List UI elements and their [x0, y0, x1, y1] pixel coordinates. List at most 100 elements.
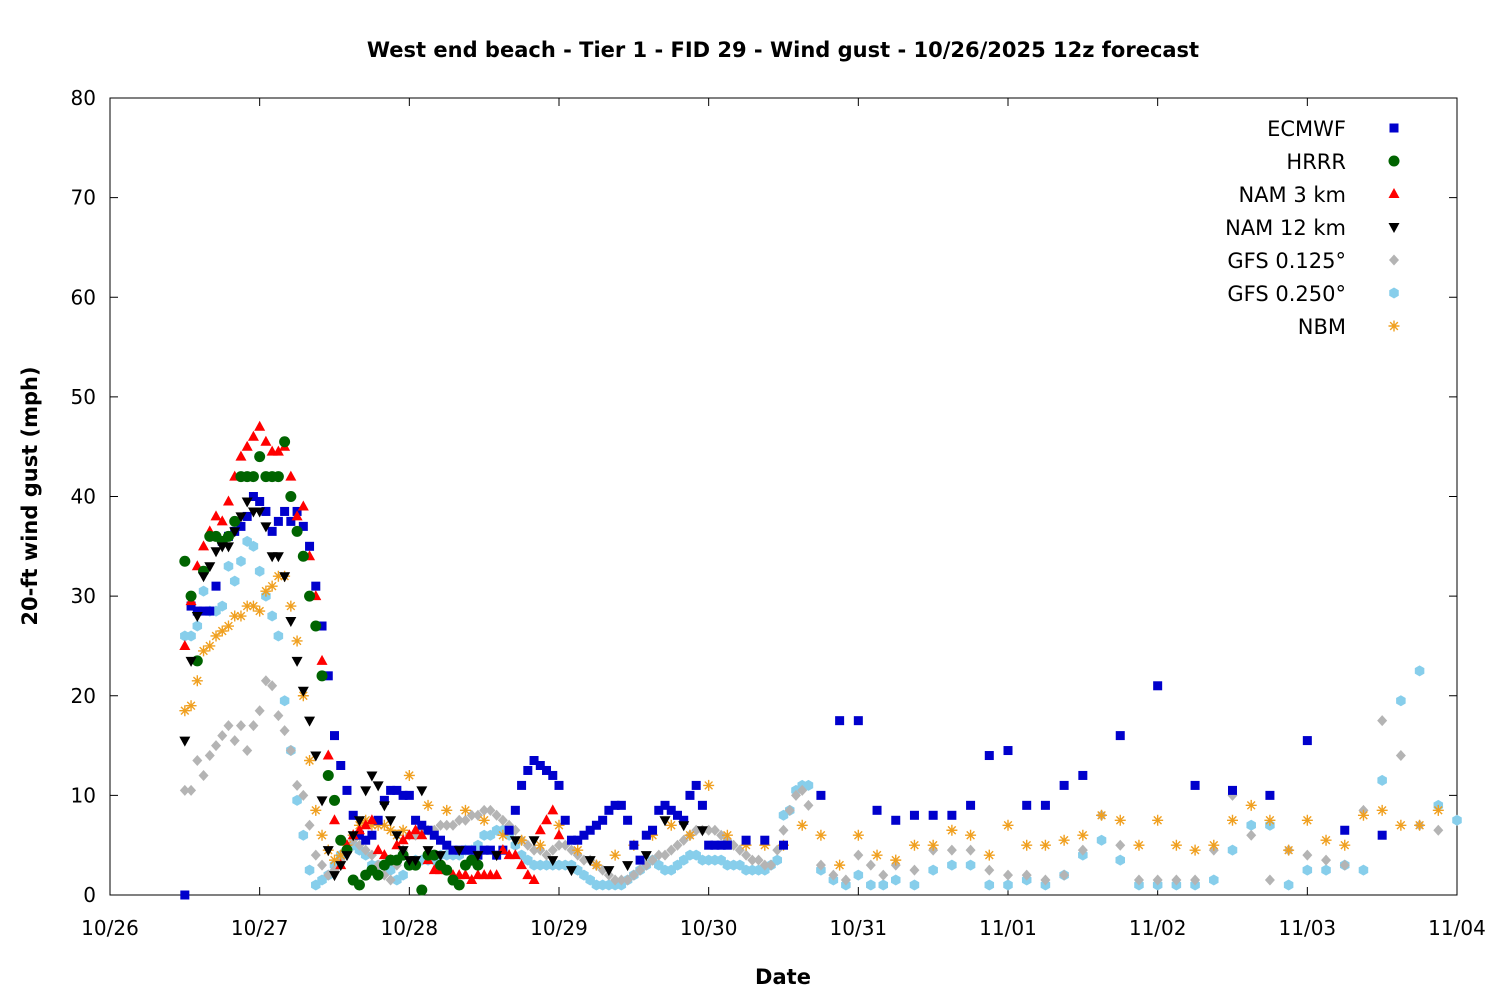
data-point: [285, 617, 297, 628]
data-point: [528, 836, 540, 847]
x-tick-label: 10/29: [530, 916, 588, 940]
y-tick-label: 70: [71, 186, 96, 210]
data-point: [534, 824, 546, 835]
data-point: [1003, 879, 1013, 891]
data-point: [416, 829, 428, 840]
data-point: [1209, 874, 1219, 886]
data-point: [236, 521, 246, 531]
data-point: [1433, 824, 1444, 836]
data-point: [927, 839, 939, 851]
data-point: [204, 562, 216, 573]
data-point: [491, 869, 503, 880]
data-point: [342, 785, 352, 795]
data-point: [1340, 825, 1350, 835]
data-point: [573, 835, 583, 845]
data-point: [703, 779, 715, 791]
chart-title: West end beach - Tier 1 - FID 29 - Wind …: [367, 38, 1199, 62]
data-point: [192, 620, 203, 632]
legend-label: NAM 12 km: [1225, 216, 1346, 240]
data-point: [1115, 854, 1126, 866]
data-point: [316, 654, 328, 665]
data-point: [260, 675, 271, 687]
data-point: [517, 780, 527, 790]
data-point: [378, 819, 390, 831]
data-point: [372, 844, 384, 855]
data-point: [984, 879, 995, 891]
data-point: [797, 784, 808, 796]
data-point: [1115, 731, 1125, 741]
data-point: [647, 854, 658, 866]
data-point: [1040, 800, 1050, 810]
data-point: [1190, 874, 1201, 886]
data-point: [459, 869, 471, 880]
data-point: [479, 804, 490, 816]
x-tick-label: 11/04: [1428, 916, 1486, 940]
data-point: [185, 700, 197, 712]
data-points: [179, 420, 1462, 900]
data-point: [516, 859, 528, 870]
data-point: [1377, 774, 1387, 786]
data-point: [272, 570, 284, 582]
data-point: [460, 814, 471, 826]
data-point: [572, 844, 584, 856]
data-point: [186, 601, 196, 611]
data-point: [741, 835, 751, 845]
data-point: [840, 874, 851, 886]
data-point: [628, 869, 639, 881]
data-point: [242, 745, 253, 757]
data-point: [1039, 839, 1051, 851]
data-point: [211, 581, 221, 591]
data-point: [965, 859, 976, 871]
data-point: [709, 824, 720, 836]
data-point: [678, 821, 690, 832]
data-point: [192, 606, 202, 616]
x-tick-label: 10/27: [231, 916, 289, 940]
series-ecmwf: [180, 492, 1387, 900]
data-point: [852, 829, 864, 841]
data-point: [286, 516, 296, 526]
data-point: [654, 805, 664, 815]
data-point: [304, 864, 315, 876]
data-point: [1077, 844, 1088, 856]
series-nbm: [179, 570, 1444, 871]
data-point: [442, 840, 452, 850]
data-point: [554, 780, 564, 790]
legend-label: ECMWF: [1267, 117, 1346, 141]
data-point: [317, 621, 327, 631]
data-point: [966, 800, 976, 810]
data-point: [1078, 770, 1088, 780]
data-point: [186, 630, 196, 642]
legend: ECMWF HRRR NAM 3 km NAM 12 km GFS 0.125° GFS …: [1225, 117, 1400, 339]
x-tick-label: 11/03: [1279, 916, 1337, 940]
data-point: [255, 496, 265, 506]
data-point: [965, 829, 977, 841]
data-point: [297, 550, 309, 562]
data-point: [429, 830, 439, 840]
data-point: [815, 829, 827, 841]
data-point: [871, 849, 883, 861]
data-point: [198, 585, 209, 597]
data-point: [472, 851, 484, 862]
data-point: [1040, 874, 1051, 886]
data-point: [261, 506, 271, 516]
data-point: [478, 814, 490, 826]
data-point: [759, 859, 770, 871]
legend-marker: [1389, 254, 1399, 266]
data-point: [1077, 829, 1089, 841]
data-point: [179, 555, 191, 567]
data-point: [1133, 839, 1145, 851]
data-point: [1227, 814, 1238, 826]
data-point: [1133, 874, 1144, 886]
data-point: [348, 810, 358, 820]
y-axis: 0 10 20 30 40 50 60 70 80: [71, 86, 1457, 907]
data-point: [509, 849, 521, 860]
data-point: [266, 580, 278, 592]
data-point: [260, 435, 272, 446]
data-point: [1228, 785, 1237, 795]
data-point: [403, 829, 415, 840]
data-point: [322, 769, 334, 781]
data-point: [1339, 839, 1351, 851]
data-point: [946, 824, 958, 836]
data-point: [1021, 839, 1033, 851]
data-point: [796, 819, 808, 831]
